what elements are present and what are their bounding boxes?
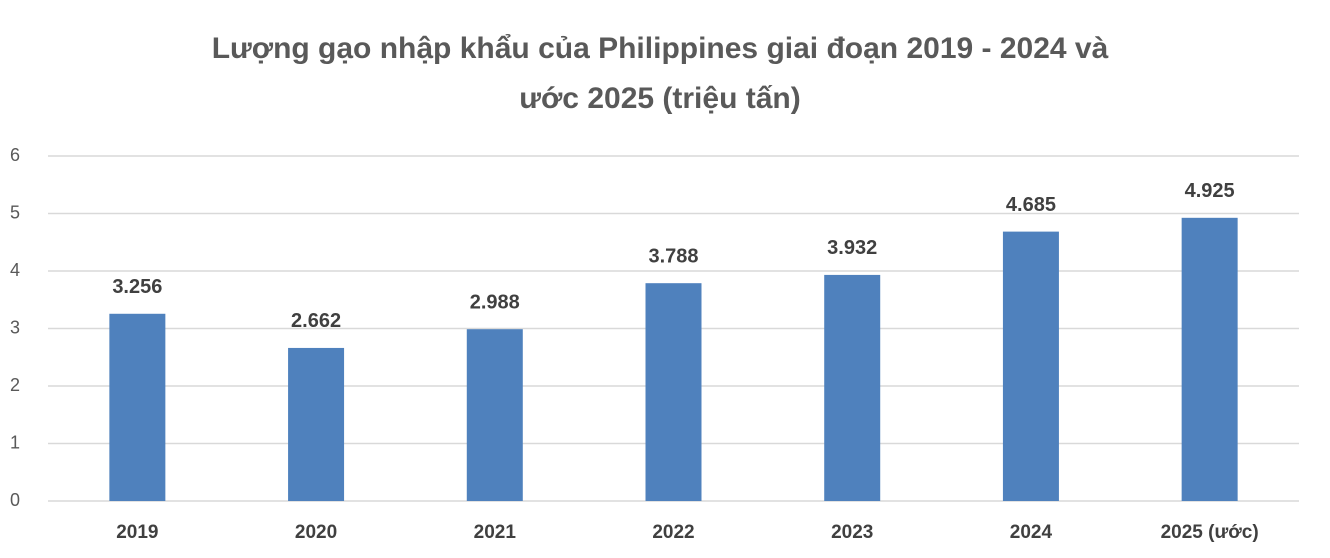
y-tick-label: 1 xyxy=(10,432,20,452)
y-tick-label: 4 xyxy=(10,260,20,280)
x-tick-label: 2023 xyxy=(831,522,873,543)
value-label: 3.788 xyxy=(648,245,698,267)
y-tick-label: 3 xyxy=(10,317,20,337)
chart-title: ước 2025 (triệu tấn) xyxy=(519,82,800,115)
value-label: 4.925 xyxy=(1185,180,1235,202)
bar xyxy=(824,274,881,501)
bar xyxy=(109,313,166,501)
y-tick-label: 6 xyxy=(10,145,20,165)
bar xyxy=(1181,217,1238,501)
x-tick-label: 2021 xyxy=(474,522,517,543)
x-tick-label: 2025 (ước) xyxy=(1161,522,1259,543)
x-tick-label: 2020 xyxy=(295,522,337,543)
y-tick-label: 5 xyxy=(10,202,20,222)
chart-title: Lượng gạo nhập khẩu của Philippines giai… xyxy=(212,32,1109,65)
bar xyxy=(288,347,345,501)
x-tick-label: 2019 xyxy=(116,522,158,543)
bar xyxy=(645,283,702,501)
y-tick-label: 2 xyxy=(10,375,20,395)
bar xyxy=(466,329,523,501)
value-label: 4.685 xyxy=(1006,194,1056,216)
value-label: 2.662 xyxy=(291,310,341,332)
value-label: 2.988 xyxy=(470,291,520,313)
x-tick-label: 2022 xyxy=(652,522,694,543)
bar xyxy=(1002,231,1059,502)
value-label: 3.932 xyxy=(827,237,877,259)
x-tick-label: 2024 xyxy=(1010,522,1053,543)
value-label: 3.256 xyxy=(112,276,162,298)
y-tick-label: 0 xyxy=(10,490,20,510)
